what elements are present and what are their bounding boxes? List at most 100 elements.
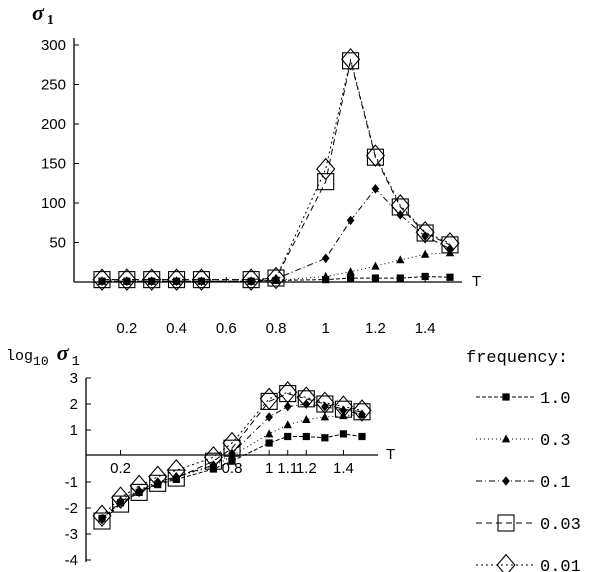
- data-point: [241, 268, 261, 291]
- data-point: [296, 386, 316, 409]
- series-line: [102, 60, 451, 281]
- y-tick-label: 300: [41, 37, 66, 54]
- data-point: [204, 452, 222, 470]
- data-point: [247, 276, 255, 287]
- legend-entry: 0.1: [476, 474, 571, 493]
- top-series: [92, 47, 460, 291]
- series-line: [102, 59, 451, 281]
- data-point: [228, 457, 236, 465]
- data-point: [93, 271, 111, 289]
- legend-label: 0.1: [540, 474, 571, 493]
- legend-label: 0.03: [540, 516, 581, 535]
- legend-label: 1.0: [540, 390, 571, 409]
- data-point: [396, 274, 404, 282]
- data-point: [147, 276, 156, 287]
- data-point: [321, 434, 329, 442]
- data-point: [341, 47, 361, 71]
- data-point: [166, 459, 186, 482]
- data-point: [98, 276, 106, 287]
- legend-marker: [497, 514, 515, 532]
- data-point: [317, 173, 335, 191]
- x-tick-label: 1.2: [296, 460, 317, 477]
- data-point: [203, 446, 223, 469]
- data-point: [321, 271, 330, 280]
- data-point: [316, 157, 336, 181]
- data-point: [302, 415, 311, 424]
- data-point: [265, 412, 273, 422]
- data-point: [446, 273, 454, 281]
- data-point: [222, 431, 242, 455]
- data-point: [111, 486, 131, 509]
- data-point: [321, 401, 329, 412]
- data-point: [302, 432, 310, 441]
- x-tick-label: 0.6: [216, 320, 237, 337]
- series-open-diamond: [92, 381, 372, 528]
- data-point: [320, 412, 330, 421]
- data-point: [440, 232, 460, 255]
- data-point: [272, 274, 280, 284]
- data-point: [265, 439, 273, 447]
- data-point: [415, 220, 435, 244]
- data-point: [358, 432, 366, 441]
- y-tick-label: 1: [70, 422, 78, 439]
- y-tick-label: 250: [41, 77, 66, 94]
- y-tick-label: 3: [70, 370, 78, 387]
- data-point: [167, 469, 185, 487]
- series-diamond: [98, 183, 454, 287]
- data-point: [346, 215, 355, 226]
- y-tick-label: 100: [41, 195, 66, 212]
- x-tick-label: 1.1: [277, 460, 298, 477]
- data-point: [92, 504, 112, 528]
- top-x-ticks: 0.2 0.4 0.6 0.8 1 1.2 1.4: [116, 277, 436, 337]
- x-tick-label: 1.4: [415, 320, 436, 337]
- data-point: [93, 512, 111, 530]
- data-point: [371, 183, 380, 194]
- top-y-ticks: 50 100 150 200 250 300: [41, 37, 79, 252]
- bottom-x-ticks: 0.2 0.8 1 1.11.2 1.4: [110, 450, 354, 477]
- data-point: [123, 276, 131, 287]
- data-point: [333, 395, 353, 418]
- y-tick-label: -1: [65, 474, 78, 491]
- legend: frequency: 1.0 0.3 0.1 0.03 0.01: [466, 349, 581, 572]
- legend-title: frequency:: [466, 349, 568, 368]
- y-tick-label: -2: [65, 500, 78, 517]
- svg-text:σ1: σ1: [32, 0, 54, 28]
- legend-marker: [502, 476, 510, 486]
- data-point: [197, 276, 206, 287]
- legend-marker: [501, 434, 511, 443]
- data-point: [446, 244, 454, 254]
- data-point: [352, 399, 372, 422]
- x-tick-label: 1.4: [333, 460, 354, 477]
- data-point: [116, 496, 125, 507]
- data-point: [112, 495, 130, 513]
- data-point: [284, 432, 292, 441]
- data-point: [390, 194, 410, 217]
- y-tick-label: 2: [70, 396, 78, 413]
- legend-entry: 1.0: [476, 390, 571, 409]
- y-tick-label: 150: [41, 156, 66, 173]
- data-point: [346, 274, 355, 282]
- data-point: [117, 268, 137, 291]
- legend-entries: 1.0 0.3 0.1 0.03 0.01: [476, 390, 581, 572]
- y-tick-label: -4: [65, 552, 78, 569]
- x-tick-label: 0.4: [166, 320, 187, 337]
- data-point: [278, 381, 298, 404]
- data-point: [129, 474, 149, 498]
- data-point: [371, 261, 380, 270]
- y-tick-label: 200: [41, 116, 66, 133]
- x-tick-label: 1.2: [365, 320, 386, 337]
- data-point: [315, 391, 335, 414]
- series-open-square: [93, 52, 459, 289]
- x-tick-label: 0.2: [116, 320, 137, 337]
- y-tick-label: -3: [65, 526, 78, 543]
- series-open-diamond: [92, 47, 460, 291]
- data-point: [209, 460, 218, 470]
- legend-entry: 0.01: [476, 553, 581, 572]
- legend-marker: [496, 553, 516, 572]
- bottom-ylabel: log10 σ 1: [6, 340, 80, 370]
- bottom-xlabel: T: [386, 446, 395, 463]
